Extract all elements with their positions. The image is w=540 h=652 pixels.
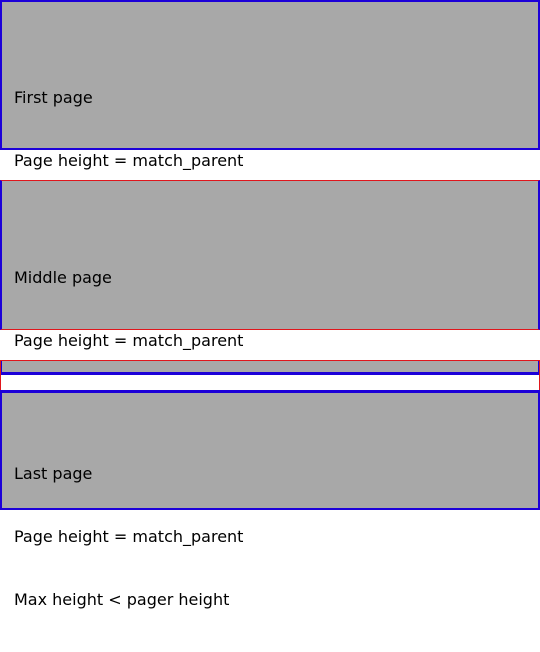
last-page: Last page Page height = match_parent Max…	[0, 390, 540, 609]
last-page-title: Last page	[14, 464, 93, 483]
middle-page-overflow-outline	[0, 360, 540, 391]
last-page-text: Last page Page height = match_parent Max…	[14, 421, 243, 652]
first-page: First page Page height = match_parent No…	[0, 0, 540, 233]
middle-page: Middle page Page height = match_parent M…	[0, 180, 540, 413]
last-page-constraint-note: Max height < pager height	[14, 590, 230, 609]
last-page-height-note: Page height = match_parent	[14, 527, 244, 546]
middle-page-height-note: Page height = match_parent	[14, 331, 244, 350]
first-page-title: First page	[14, 88, 93, 107]
first-page-height-note: Page height = match_parent	[14, 151, 244, 170]
pager-boundary-line	[0, 372, 540, 375]
middle-page-title: Middle page	[14, 268, 112, 287]
